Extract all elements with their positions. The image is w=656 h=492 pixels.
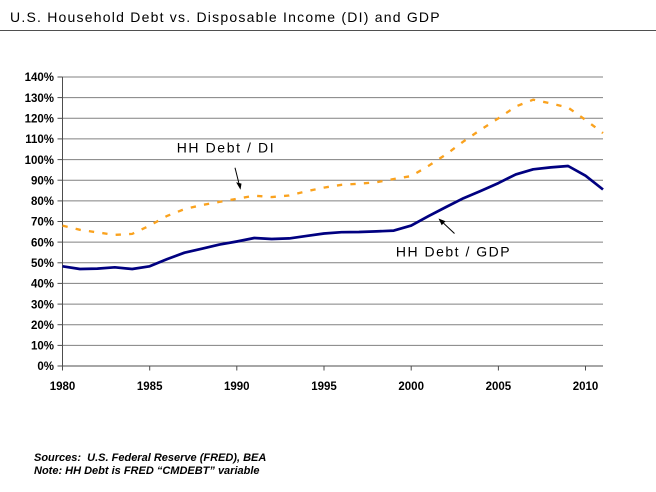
svg-text:HH Debt / DI: HH Debt / DI xyxy=(177,140,276,156)
svg-text:HH Debt / GDP: HH Debt / GDP xyxy=(396,243,511,259)
svg-text:60%: 60% xyxy=(31,237,54,249)
svg-text:1995: 1995 xyxy=(311,381,337,393)
svg-text:30%: 30% xyxy=(31,299,54,311)
svg-text:20%: 20% xyxy=(31,320,54,332)
svg-text:1990: 1990 xyxy=(224,381,250,393)
svg-text:90%: 90% xyxy=(31,175,54,187)
svg-text:2000: 2000 xyxy=(398,381,424,393)
svg-text:120%: 120% xyxy=(25,114,54,126)
svg-text:0%: 0% xyxy=(37,361,54,373)
svg-text:100%: 100% xyxy=(25,155,54,167)
svg-text:1985: 1985 xyxy=(137,381,163,393)
svg-text:70%: 70% xyxy=(31,217,54,229)
svg-text:110%: 110% xyxy=(25,134,54,146)
svg-text:130%: 130% xyxy=(25,93,54,105)
svg-text:50%: 50% xyxy=(31,258,54,270)
svg-text:2010: 2010 xyxy=(573,381,599,393)
svg-text:1980: 1980 xyxy=(50,381,76,393)
svg-text:2005: 2005 xyxy=(486,381,512,393)
svg-text:40%: 40% xyxy=(31,279,54,291)
svg-text:140%: 140% xyxy=(25,72,54,84)
svg-text:80%: 80% xyxy=(31,196,54,208)
svg-text:10%: 10% xyxy=(31,341,54,353)
